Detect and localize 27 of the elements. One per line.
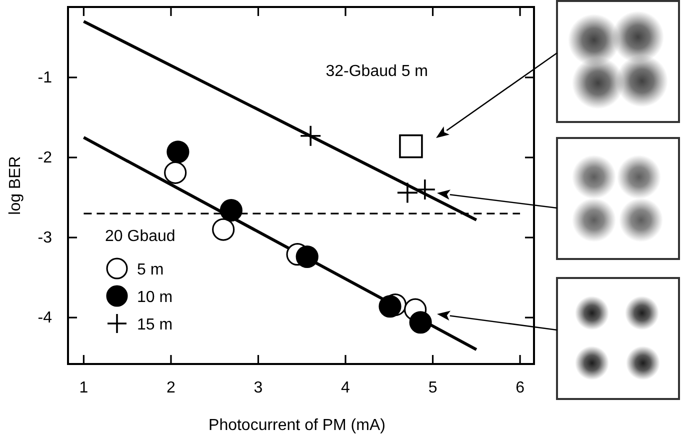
point — [164, 161, 187, 184]
x-tick-label: 2 — [166, 379, 176, 396]
point — [296, 245, 318, 268]
point — [378, 295, 402, 318]
y-tick-label: -1 — [38, 70, 52, 87]
point — [166, 140, 190, 164]
y-tick-label: -4 — [38, 310, 52, 327]
legend-title: 20 Gbaud — [105, 228, 176, 245]
annotation: 32-Gbaud 5 m — [326, 63, 428, 80]
x-tick-label: 5 — [428, 379, 438, 396]
legend-label: 15 m — [137, 316, 173, 334]
x-tick-label: 6 — [516, 379, 525, 396]
point — [212, 218, 235, 241]
y-tick-label: -3 — [38, 230, 52, 247]
y-axis-title: log BER — [7, 156, 24, 215]
point — [396, 182, 418, 204]
legend-label: 5 m — [137, 262, 164, 278]
legend-label: 10 m — [137, 289, 173, 306]
x-axis-title: Photocurrent of PM (mA) — [208, 417, 386, 434]
point — [399, 134, 423, 158]
point — [220, 199, 242, 222]
x-tick-label: 4 — [341, 379, 350, 396]
y-tick-label: -2 — [38, 150, 52, 167]
x-tick-label: 3 — [254, 379, 263, 396]
point — [300, 124, 322, 147]
point — [409, 311, 432, 334]
x-tick-label: 1 — [79, 379, 88, 396]
